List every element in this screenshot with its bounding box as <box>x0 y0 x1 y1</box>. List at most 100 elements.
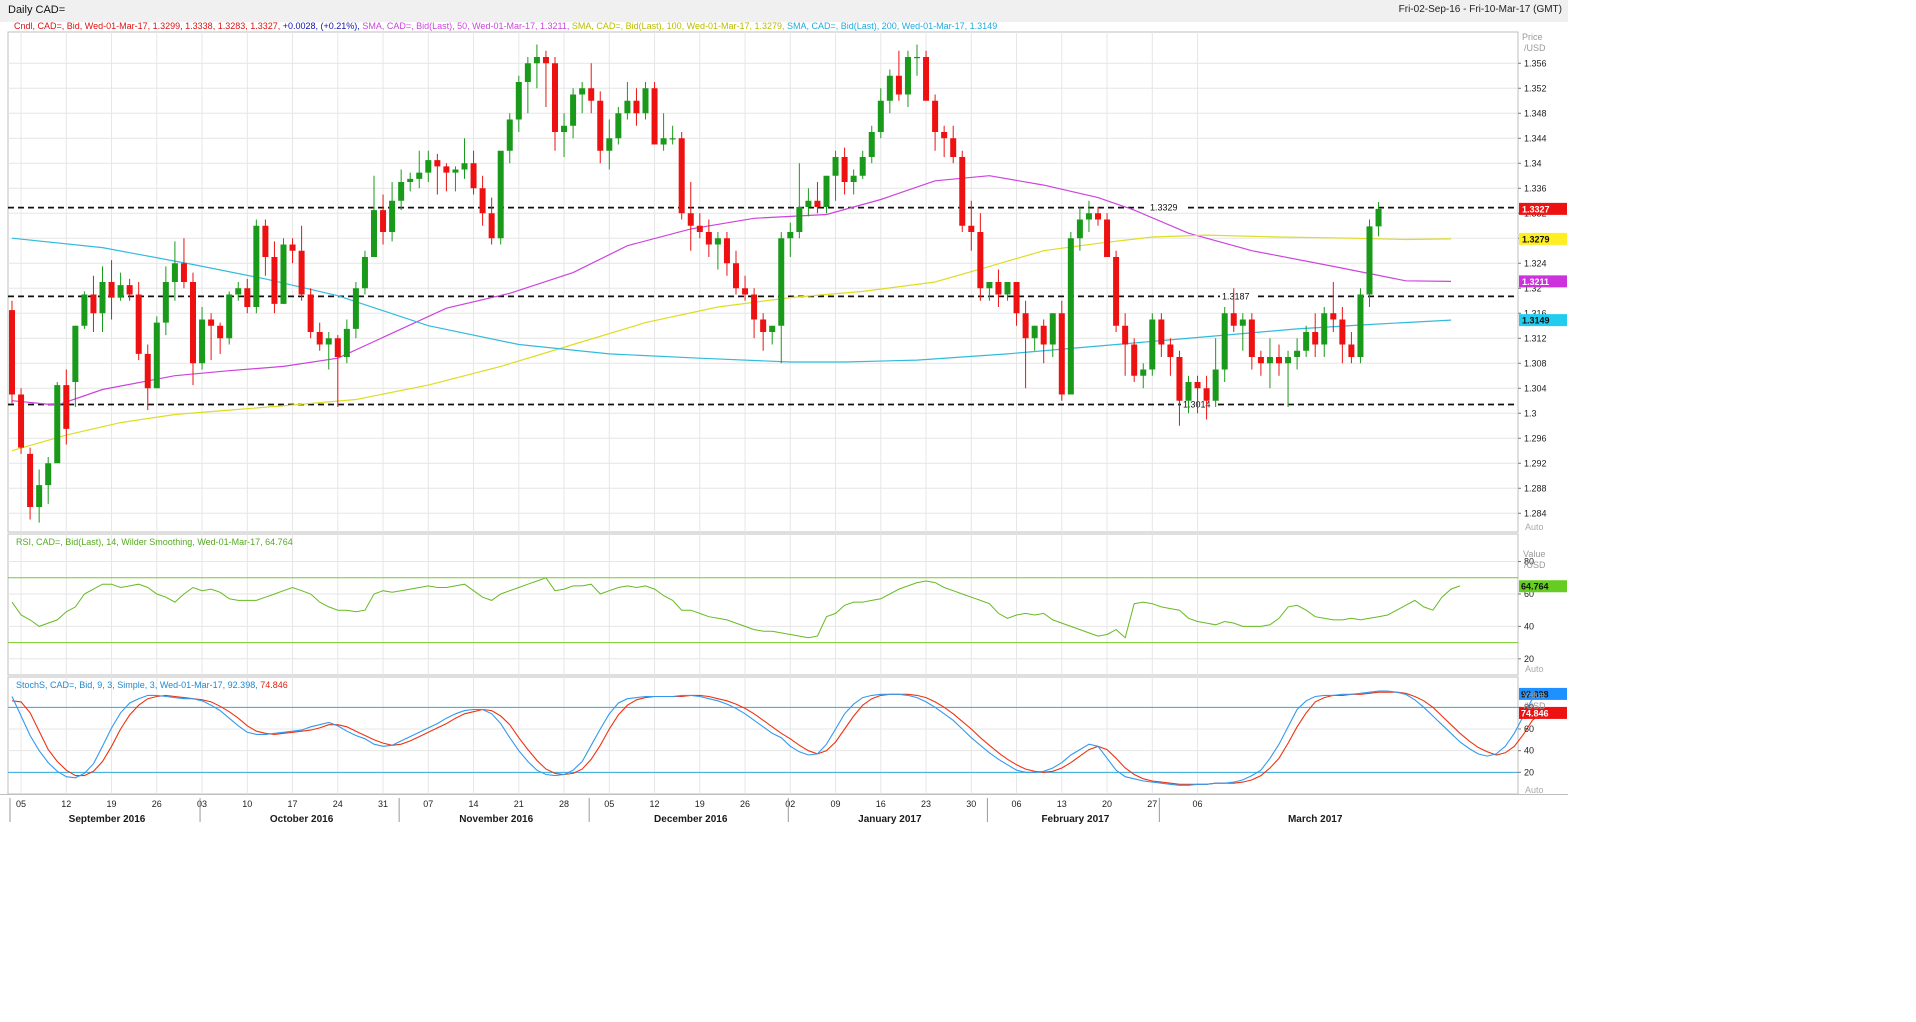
candle-body <box>425 160 432 173</box>
candle-body <box>733 263 739 289</box>
candle-body <box>389 200 396 232</box>
stoch-tag-bg <box>1519 706 1567 719</box>
date-tick-label: 26 <box>740 799 750 809</box>
candle-body <box>1194 382 1201 389</box>
candle-body <box>235 288 242 295</box>
month-label: October 2016 <box>270 814 334 825</box>
candle-body <box>1266 357 1273 364</box>
price-tick-label: 1.304 <box>1524 383 1547 393</box>
candle-body <box>1357 294 1364 357</box>
rsi-axis[interactable]: 20 40 60 80 <box>1518 557 1534 664</box>
candle-body <box>1104 219 1111 257</box>
stoch-auto-button[interactable]: Auto <box>1525 785 1544 795</box>
candle-body <box>380 210 387 232</box>
candle-body <box>633 100 640 114</box>
price-auto-button[interactable]: Auto <box>1525 522 1544 532</box>
candle-body <box>859 157 866 176</box>
candle-body <box>814 200 821 207</box>
candle-body <box>497 150 504 239</box>
date-tick-label: 16 <box>876 799 886 809</box>
stoch-tick-label: 60 <box>1524 724 1534 734</box>
candle-body <box>81 294 88 326</box>
candle-body <box>1113 257 1120 326</box>
candle-body <box>162 282 169 323</box>
candle-body <box>45 463 52 486</box>
date-tick-label: 21 <box>514 799 524 809</box>
date-tick-label: 28 <box>559 799 569 809</box>
price-tick-label: 1.296 <box>1524 433 1547 443</box>
price-gridlines <box>8 32 1518 532</box>
rsi-axis-head-2: /USD <box>1524 560 1546 570</box>
stoch-tags: 92.398 74.846 <box>1519 687 1567 719</box>
price-tag-label: 1.3279 <box>1522 234 1550 244</box>
candle-body <box>1095 213 1101 220</box>
chart-canvas[interactable]: 1.3329 1.3187 1.3014 1.284 1.288 1.292 1.296 1… <box>0 22 1568 836</box>
candle-body <box>1167 344 1174 357</box>
price-plot-frame <box>7 31 1519 533</box>
candle-body <box>271 257 278 304</box>
candle-body <box>1122 325 1129 345</box>
date-tick-label: 14 <box>469 799 479 809</box>
price-axis-head-1: Price <box>1522 32 1543 42</box>
candle-body <box>488 213 495 239</box>
candle-body <box>1257 357 1264 364</box>
price-tick-label: 1.348 <box>1524 108 1547 118</box>
date-tick-label: 05 <box>16 799 26 809</box>
candle-body <box>1212 369 1219 401</box>
rsi-tick-label: 60 <box>1524 589 1534 599</box>
date-tick-label: 02 <box>785 799 795 809</box>
candle-body <box>624 100 631 114</box>
candle-body <box>54 385 61 464</box>
date-tick-label: 19 <box>695 799 705 809</box>
candle-body <box>1203 388 1210 401</box>
candle-body <box>904 57 911 95</box>
candle-body <box>841 157 848 182</box>
rsi-auto-button[interactable]: Auto <box>1525 664 1544 674</box>
price-tag-bg <box>1519 202 1567 215</box>
candle-body <box>542 57 549 64</box>
candle-body <box>923 57 930 101</box>
candle-body <box>1131 344 1138 376</box>
candle-body <box>968 225 975 232</box>
price-tag-label: 1.3211 <box>1522 277 1549 287</box>
candle-body <box>561 125 568 132</box>
date-tick-label: 12 <box>61 799 71 809</box>
candle-body <box>515 82 522 120</box>
candle-body <box>217 325 224 339</box>
candle-body <box>1022 313 1029 339</box>
level-label: 1.3014 <box>1183 400 1211 410</box>
rsi-pane[interactable]: 20 40 60 80 64.764 RSI, CAD=, Bid(Last), 14… <box>7 533 1567 676</box>
window-titlebar: Daily CAD= Fri-02-Sep-16 - Fri-10-Mar-17… <box>0 0 1568 23</box>
price-tick-label: 1.34 <box>1524 158 1542 168</box>
candle-body <box>678 138 685 214</box>
rsi-legend: RSI, CAD=, Bid(Last), 14, Wilder Smoothi… <box>16 537 293 547</box>
candle-body <box>597 100 604 151</box>
candle-body <box>434 160 441 167</box>
rsi-tick-label: 80 <box>1524 557 1534 567</box>
candle-body <box>398 182 405 201</box>
date-axis[interactable]: 05 12 19 26 03 10 17 24 31 07 14 21 28 05 12 19 26 02 09 16… <box>0 794 1568 826</box>
candle-body <box>135 294 142 354</box>
candle-body <box>407 178 414 182</box>
candle-body <box>714 238 721 245</box>
candle-body <box>1348 344 1355 357</box>
candle-body <box>642 88 649 114</box>
candle-body <box>615 113 622 139</box>
price-legend-part: +0.0028, (+0.21%), <box>283 22 363 31</box>
candle-body <box>1303 332 1310 351</box>
stoch-tag-bg <box>1519 687 1567 700</box>
month-label: December 2016 <box>654 814 728 825</box>
date-tick-label: 17 <box>288 799 298 809</box>
candle-body <box>280 244 287 304</box>
price-pane[interactable]: 1.3329 1.3187 1.3014 1.284 1.288 1.292 1.296 1… <box>7 22 1567 533</box>
date-tick-label: 12 <box>650 799 660 809</box>
candle-body <box>850 175 857 182</box>
stoch-k-line <box>11 690 1551 786</box>
date-tick-label: 10 <box>242 799 252 809</box>
candle-body <box>1058 313 1065 395</box>
level-label-bg <box>1181 398 1217 410</box>
candle-body <box>787 232 794 239</box>
candle-body <box>1366 226 1373 295</box>
price-tick-label: 1.352 <box>1524 83 1547 93</box>
